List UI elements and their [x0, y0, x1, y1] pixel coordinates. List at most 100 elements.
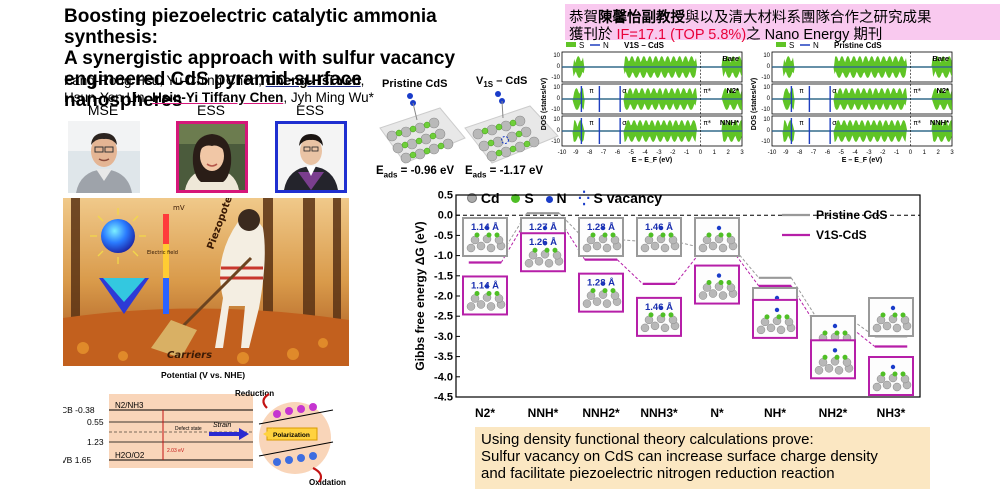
dos-panel-label: Bare — [932, 54, 949, 63]
vacancy-structure — [464, 91, 559, 164]
dos-x-tick: -7 — [601, 150, 607, 156]
orbital-pistar: π* — [913, 119, 921, 127]
cb-label: CB -0.38 — [63, 405, 95, 415]
structure-box-vacancy — [752, 298, 798, 339]
cd-atom — [834, 366, 844, 375]
s-atom — [648, 312, 654, 318]
author-highlight: Hsin-Yi Tiffany Chen — [152, 90, 284, 105]
orbital-pistar: π* — [703, 87, 711, 95]
cd-atom — [534, 256, 544, 266]
gibbs-chart: 0.5 0.0 -0.5 -1.0 -1.5 -2.0 -2.5 -3.0 -3.5 -4.0 -4… — [413, 190, 921, 420]
dos-x-tick: 0 — [909, 150, 913, 156]
connector — [790, 277, 818, 319]
cd-atom — [708, 241, 718, 251]
legend-s-swatch — [566, 42, 576, 47]
vacancy-label-v: V — [476, 75, 484, 87]
n-atom — [832, 348, 838, 353]
n-atom — [484, 284, 490, 289]
dos-y-tick: -10 — [551, 139, 560, 145]
y-axis-label: Gibbs free energy ΔG (eV) — [413, 221, 427, 370]
s-atom — [668, 312, 674, 318]
cd-atom — [882, 380, 892, 390]
dos-title: Pristine CdS — [834, 41, 882, 50]
n-atom — [542, 241, 548, 246]
dos-x-tick: -4 — [852, 150, 858, 156]
cd-atom — [766, 323, 776, 333]
legend-s-label: S — [789, 41, 794, 50]
cd-atom — [476, 241, 486, 251]
x-tick-label: N* — [710, 406, 724, 420]
bond-length: 1.28 Å — [587, 278, 615, 289]
y-tick-label: -3.0 — [434, 331, 453, 343]
dos-legend: S N V1S – CdS — [566, 41, 665, 50]
banner-name: 陳馨怡副教授 — [598, 10, 685, 26]
connector — [616, 259, 644, 285]
gap-label: 2.03 eV — [167, 448, 185, 454]
x-tick-label: N2* — [475, 406, 495, 420]
author-photo — [176, 121, 248, 193]
s-atom — [892, 371, 898, 377]
strain-label: Strain — [213, 422, 231, 429]
s-atom — [900, 371, 906, 377]
x-tick-label: NH* — [764, 406, 786, 420]
dos-y-tick: 0 — [557, 96, 561, 102]
cd-atom — [814, 366, 824, 375]
conclusion-line-1: Using density functional theory calculat… — [481, 431, 814, 448]
x-tick-label: NH2* — [819, 406, 848, 420]
dos-panel-label: N2* — [726, 86, 739, 95]
s-atom — [474, 290, 480, 296]
s-atom — [880, 312, 886, 318]
n-atom — [716, 225, 722, 231]
dos-panel: π σ π* NNH* 10 0 -10 — [761, 115, 953, 147]
affiliation-label: MSE — [87, 102, 119, 118]
cd-atom — [592, 297, 602, 306]
s-atom — [718, 232, 724, 238]
s-atom — [834, 330, 840, 336]
cd-atom — [660, 323, 670, 333]
title-line-1: Boosting piezoelectric catalytic ammonia… — [64, 6, 437, 48]
structure-box-pristine: 1.46 Å — [636, 217, 682, 257]
dos-x-tick: -3 — [656, 150, 662, 156]
orbital-pi: π — [799, 87, 804, 95]
dos-x-tick: -3 — [866, 150, 872, 156]
s-atom — [660, 312, 666, 318]
n-atom — [658, 225, 664, 231]
dos-y-tick: 0 — [767, 128, 771, 134]
vacancy-label-sub: 1S — [483, 80, 494, 90]
eads-symbol: E — [376, 165, 384, 177]
s-atom — [602, 288, 608, 294]
dos-y-tick: 10 — [763, 85, 770, 91]
dos-x-tick: -8 — [797, 150, 803, 156]
banner-line-2: 獲刊於 IF=17.1 (TOP 5.8%)之 Nano Energy 期刊 — [569, 23, 882, 44]
orbital-sigma: σ — [832, 119, 837, 127]
cd-atom — [592, 241, 602, 251]
h2o-o2-label: H2O/O2 — [115, 451, 145, 460]
s-atom — [590, 232, 596, 238]
author-photo — [68, 121, 140, 193]
oxidation-label: Oxidation — [309, 478, 346, 487]
dos-panel-label: NNH* — [930, 118, 949, 127]
s-atom — [474, 232, 480, 238]
level-055: 0.55 — [87, 417, 104, 427]
n-atom — [890, 305, 896, 311]
s-swatch — [511, 194, 521, 203]
bond-length: 1.26 Å — [529, 237, 557, 248]
s-atom — [776, 314, 782, 320]
y-tick-label: -1.0 — [434, 250, 453, 262]
paper-title: Boosting piezoelectric catalytic ammonia… — [64, 6, 484, 111]
legend-label: Pristine CdS — [816, 208, 887, 222]
dos-x-tick: -2 — [670, 150, 676, 156]
dos-x-tick: 3 — [740, 150, 744, 156]
legend-s-label: S — [579, 41, 584, 50]
y-tick-label: -0.5 — [434, 230, 453, 242]
adsorption-structures — [379, 91, 559, 164]
dos-title: V1S – CdS — [624, 41, 665, 50]
s-atom — [706, 232, 712, 238]
banner-line2-pre: 獲刊於 — [569, 27, 617, 43]
dos-y-tick: -10 — [761, 139, 770, 145]
structure-box-vacancy — [810, 339, 856, 380]
dos-y-tick: -10 — [761, 107, 770, 113]
orbital-pi: π — [799, 119, 804, 127]
dos-x-tick: 2 — [726, 150, 730, 156]
